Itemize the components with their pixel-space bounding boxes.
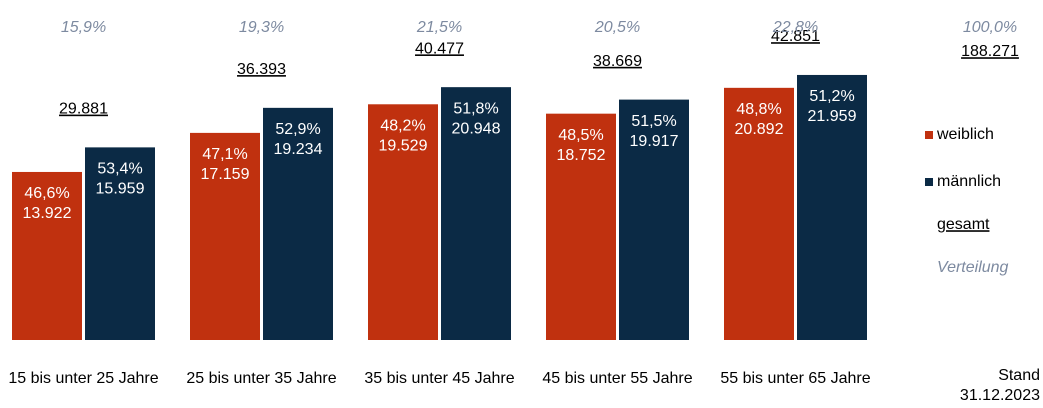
share-label: 51,8%	[453, 100, 498, 117]
overall-total: 188.271	[961, 43, 1019, 60]
share-label: 52,9%	[275, 121, 320, 138]
legend-distribution: Verteilung	[937, 259, 1009, 276]
bar	[85, 147, 155, 340]
overall-distribution: 100,0%	[963, 19, 1017, 36]
legend-swatch	[925, 131, 933, 139]
total-label: 36.393	[237, 61, 286, 78]
distribution-label: 21,5%	[416, 19, 462, 36]
bar	[619, 99, 689, 340]
category-label: 55 bis unter 65 Jahre	[720, 370, 871, 387]
category-label: 15 bis unter 25 Jahre	[8, 370, 159, 387]
value-label: 19.234	[274, 141, 323, 158]
bar	[724, 87, 794, 340]
share-label: 53,4%	[97, 161, 142, 178]
legend-label: männlich	[937, 173, 1001, 190]
bar	[12, 171, 82, 340]
bar	[546, 113, 616, 340]
value-label: 13.922	[23, 205, 72, 222]
bar	[368, 104, 438, 340]
distribution-label: 20,5%	[594, 19, 640, 36]
share-label: 51,2%	[809, 88, 854, 105]
note: Stand	[998, 367, 1040, 384]
total-label: 42.851	[771, 28, 820, 45]
value-label: 20.892	[735, 121, 784, 138]
share-label: 48,5%	[558, 127, 603, 144]
distribution-label: 15,9%	[61, 19, 106, 36]
total-label: 40.477	[415, 40, 464, 57]
value-label: 17.159	[201, 166, 250, 183]
value-label: 15.959	[96, 181, 145, 198]
category-label: 45 bis unter 55 Jahre	[542, 370, 693, 387]
bar	[263, 107, 333, 341]
share-label: 47,1%	[202, 146, 247, 163]
value-label: 19.529	[379, 138, 428, 155]
legend-label: weiblich	[936, 126, 994, 143]
bar	[190, 132, 260, 340]
value-label: 18.752	[557, 147, 606, 164]
value-label: 21.959	[808, 108, 857, 125]
category-label: 25 bis unter 35 Jahre	[186, 370, 337, 387]
share-label: 51,5%	[631, 113, 676, 130]
date: 31.12.2023	[960, 387, 1040, 404]
share-label: 48,8%	[736, 101, 781, 118]
share-label: 48,2%	[380, 118, 425, 135]
distribution-label: 22,8%	[772, 19, 818, 36]
legend-total: gesamt	[937, 216, 990, 233]
share-label: 46,6%	[24, 185, 69, 202]
value-label: 19.917	[630, 133, 679, 150]
total-label: 38.669	[593, 53, 642, 70]
bar	[797, 74, 867, 341]
total-label: 29.881	[59, 101, 108, 118]
value-label: 20.948	[452, 120, 501, 137]
bar	[441, 87, 511, 340]
legend-swatch	[925, 178, 933, 186]
category-label: 35 bis unter 45 Jahre	[364, 370, 515, 387]
distribution-label: 19,3%	[239, 19, 284, 36]
